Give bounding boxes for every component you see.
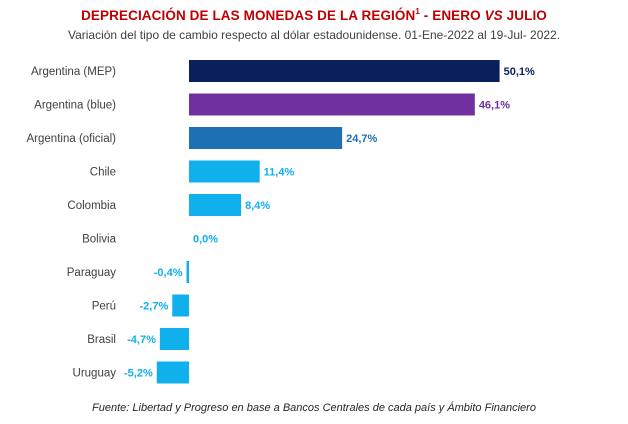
value-label-argentina-oficial: 24,7% [346, 133, 377, 145]
bar-argentina-blue [189, 94, 475, 116]
category-label-colombia: Colombia [67, 200, 116, 212]
category-label-paraguay: Paraguay [67, 267, 116, 279]
bar-paraguay [187, 261, 189, 283]
category-label-brasil: Brasil [87, 334, 116, 346]
bar-brasil [160, 328, 189, 350]
category-label-peru: Perú [92, 301, 116, 313]
bar-peru [172, 295, 189, 317]
category-label-uruguay: Uruguay [73, 368, 117, 380]
value-label-paraguay: -0,4% [154, 267, 183, 279]
bar-chile [189, 161, 260, 183]
bar-chart: Argentina (MEP) 50,1% Argentina (blue) 46,1… [0, 0, 628, 400]
value-label-brasil: -4,7% [127, 334, 156, 346]
category-label-argentina-blue: Argentina (blue) [34, 100, 116, 112]
bar-argentina-oficial [189, 127, 342, 149]
category-label-bolivia: Bolivia [82, 234, 116, 246]
source-note: Fuente: Libertad y Progreso en base a Ba… [0, 402, 628, 414]
value-label-uruguay: -5,2% [124, 368, 153, 380]
value-label-bolivia: 0,0% [193, 234, 218, 246]
category-label-argentina-oficial: Argentina (oficial) [27, 133, 117, 145]
bar-colombia [189, 194, 241, 216]
value-label-argentina-blue: 46,1% [479, 100, 510, 112]
category-label-chile: Chile [90, 167, 116, 179]
bar-uruguay [157, 362, 189, 384]
bar-argentina-mep [189, 60, 500, 82]
value-label-peru: -2,7% [140, 301, 169, 313]
value-label-argentina-mep: 50,1% [504, 66, 535, 78]
value-label-colombia: 8,4% [245, 200, 270, 212]
category-label-argentina-mep: Argentina (MEP) [31, 66, 116, 78]
value-label-chile: 11,4% [264, 167, 295, 179]
